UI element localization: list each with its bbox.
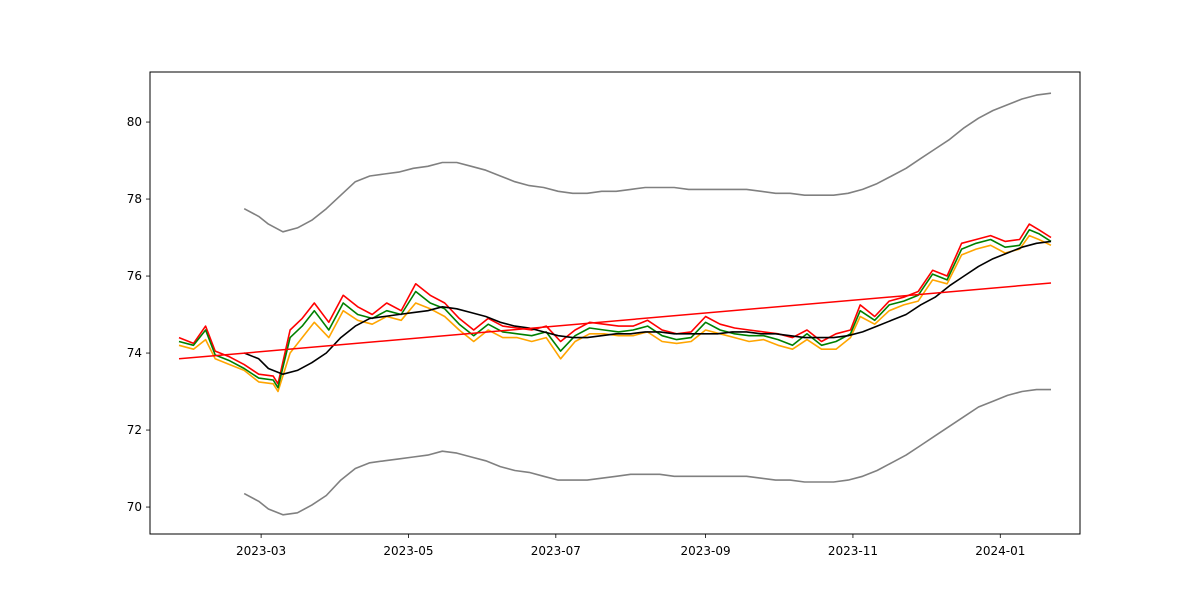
x-tick-label: 2023-11 — [828, 544, 878, 558]
y-axis: 70 72 74 76 78 80 — [127, 115, 150, 514]
y-tick-label: 74 — [127, 346, 142, 360]
x-tick-label: 2023-07 — [531, 544, 581, 558]
y-tick-label: 72 — [127, 423, 142, 437]
x-tick-label: 2023-05 — [383, 544, 433, 558]
y-tick-label: 70 — [127, 500, 142, 514]
x-tick-label: 2023-03 — [236, 544, 286, 558]
series-line-high — [178, 223, 1052, 385]
series-line-moving-average — [243, 240, 1052, 375]
y-tick-label: 78 — [127, 192, 142, 206]
plot-frame — [149, 71, 1081, 535]
y-tick-label: 80 — [127, 115, 142, 129]
x-tick-label: 2023-09 — [681, 544, 731, 558]
x-tick-label: 2024-01 — [975, 544, 1025, 558]
series-line-trend — [178, 282, 1052, 360]
series-line-lower-band — [243, 388, 1051, 516]
series-layer — [178, 92, 1052, 516]
series-line-close — [178, 229, 1052, 389]
y-tick-label: 76 — [127, 269, 142, 283]
x-axis: 2023-03 2023-05 2023-07 2023-09 2023-11 2024-… — [236, 534, 1025, 558]
series-line-upper-band — [243, 92, 1052, 233]
